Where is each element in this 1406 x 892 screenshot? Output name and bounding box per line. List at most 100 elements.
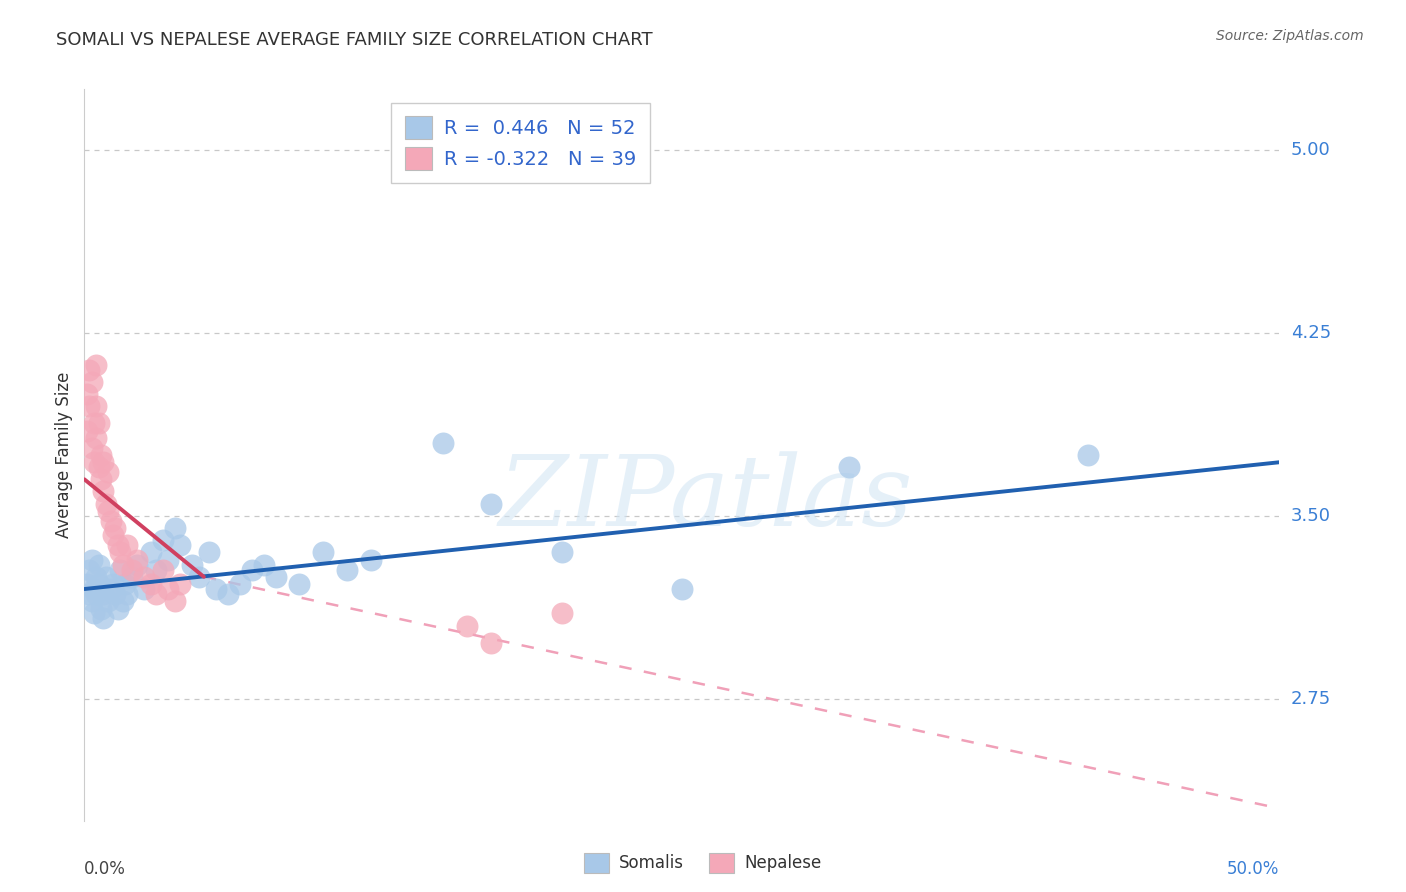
Text: 0.0%: 0.0% <box>84 860 127 878</box>
Point <box>100 582 122 596</box>
Point <box>76 577 98 591</box>
Point <box>90 472 112 486</box>
Point <box>671 582 693 596</box>
Point <box>86 570 108 584</box>
Text: Source: ZipAtlas.com: Source: ZipAtlas.com <box>1216 29 1364 44</box>
Point <box>101 577 124 591</box>
Point <box>97 465 120 479</box>
Legend: Somalis, Nepalese: Somalis, Nepalese <box>578 847 828 880</box>
Point <box>97 594 120 608</box>
Point <box>107 601 129 615</box>
Point <box>169 577 191 591</box>
Point <box>117 587 139 601</box>
Point <box>141 577 163 591</box>
Point <box>110 562 132 576</box>
Point <box>107 538 129 552</box>
Point <box>229 577 252 591</box>
Point <box>253 558 276 572</box>
Point <box>197 545 219 559</box>
Point <box>165 521 187 535</box>
Point <box>77 562 100 576</box>
Point <box>104 587 127 601</box>
Point <box>101 528 124 542</box>
Point <box>456 618 478 632</box>
Point <box>77 587 100 601</box>
Point <box>551 607 574 621</box>
Point <box>838 460 860 475</box>
Point <box>76 387 98 401</box>
Point <box>165 594 187 608</box>
Point <box>76 424 98 438</box>
Point <box>114 577 136 591</box>
Point <box>479 635 502 649</box>
Point <box>141 545 163 559</box>
Point <box>157 582 180 596</box>
Point <box>551 545 574 559</box>
Point <box>104 521 127 535</box>
Point <box>86 431 108 445</box>
Point <box>80 553 103 567</box>
Point <box>336 562 359 576</box>
Point <box>240 562 263 576</box>
Text: 2.75: 2.75 <box>1291 690 1331 707</box>
Point <box>83 582 105 596</box>
Point <box>432 435 454 450</box>
Point <box>93 611 115 625</box>
Point <box>90 448 112 462</box>
Point <box>121 570 143 584</box>
Point <box>132 570 156 584</box>
Point <box>132 582 156 596</box>
Point <box>110 545 132 559</box>
Point <box>169 538 191 552</box>
Text: SOMALI VS NEPALESE AVERAGE FAMILY SIZE CORRELATION CHART: SOMALI VS NEPALESE AVERAGE FAMILY SIZE C… <box>56 31 652 49</box>
Text: 3.50: 3.50 <box>1291 507 1330 524</box>
Point <box>80 441 103 455</box>
Text: ZIPatlas: ZIPatlas <box>499 451 912 547</box>
Point <box>312 545 335 559</box>
Point <box>86 358 108 372</box>
Point <box>121 562 143 576</box>
Point <box>117 538 139 552</box>
Point <box>93 587 115 601</box>
Point <box>93 484 115 499</box>
Point <box>83 455 105 469</box>
Point <box>111 594 134 608</box>
Point <box>157 553 180 567</box>
Point <box>86 399 108 413</box>
Text: 50.0%: 50.0% <box>1227 860 1279 878</box>
Point <box>77 362 100 376</box>
Text: 5.00: 5.00 <box>1291 141 1330 159</box>
Point <box>145 562 167 576</box>
Point <box>83 416 105 430</box>
Point <box>125 553 148 567</box>
Point <box>77 399 100 413</box>
Point <box>188 570 211 584</box>
Point <box>87 416 110 430</box>
Text: 4.25: 4.25 <box>1291 324 1331 342</box>
Point <box>360 553 382 567</box>
Point <box>80 375 103 389</box>
Point <box>94 497 117 511</box>
Point <box>90 601 112 615</box>
Point <box>264 570 287 584</box>
Point <box>479 497 502 511</box>
Point <box>152 533 174 548</box>
Point <box>87 460 110 475</box>
Point <box>87 558 110 572</box>
Point <box>111 558 134 572</box>
Point <box>80 594 103 608</box>
Point <box>125 558 148 572</box>
Point <box>94 570 117 584</box>
Point <box>181 558 204 572</box>
Point <box>86 587 108 601</box>
Point <box>1077 448 1099 462</box>
Point <box>93 455 115 469</box>
Point <box>217 587 239 601</box>
Y-axis label: Average Family Size: Average Family Size <box>55 372 73 538</box>
Point <box>97 504 120 518</box>
Point <box>288 577 311 591</box>
Point <box>205 582 228 596</box>
Legend: R =  0.446   N = 52, R = -0.322   N = 39: R = 0.446 N = 52, R = -0.322 N = 39 <box>391 103 650 184</box>
Point <box>145 587 167 601</box>
Point <box>152 562 174 576</box>
